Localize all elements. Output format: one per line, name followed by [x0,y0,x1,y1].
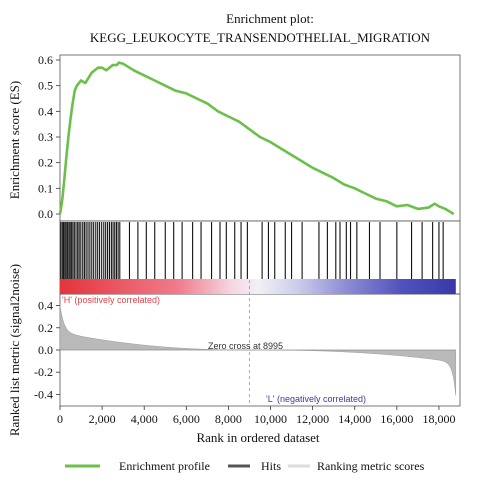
rank-y-tick-label: -0.2 [34,365,53,379]
x-tick-label: 2,000 [89,412,116,426]
ranking-metric-layer [59,280,457,406]
es-y-tick-label: 0.2 [38,156,53,170]
ranking-color-strip [60,279,456,294]
es-y-axis-ticks: 0.6 0.5 0.4 0.3 0.2 0.1 0.0 [38,53,60,221]
rank-y-axis-ticks: 0.4 0.2 0.0 -0.2 -0.4 [34,299,60,401]
l-correlated-label: 'L' (negatively correlated) [266,394,366,404]
rank-y-tick-label: 0.4 [38,299,53,313]
x-axis-ticks: 0 2,000 4,000 6,000 8,000 10,000 12,000 14,000 1… [57,406,455,426]
rank-y-tick-label: 0.0 [38,343,53,357]
es-y-tick-label: 0.6 [38,53,53,67]
es-y-tick-label: 0.1 [38,181,53,195]
x-tick-label: 14,000 [338,412,371,426]
es-y-tick-label: 0.0 [38,207,53,221]
hits-layer [60,222,444,279]
x-tick-label: 18,000 [422,412,455,426]
rank-y-axis-label: Ranked list metric (signal2noise) [7,264,22,436]
x-tick-label: 16,000 [380,412,413,426]
es-y-tick-label: 0.4 [38,104,53,118]
x-tick-label: 4,000 [131,412,158,426]
x-axis-label: Rank in ordered dataset [196,430,319,445]
es-y-tick-label: 0.5 [38,79,53,93]
ranking-color-bar [60,279,456,294]
chart-title-line2: KEGG_LEUKOCYTE_TRANSENDOTHELIAL_MIGRATIO… [90,30,431,45]
x-tick-label: 6,000 [173,412,200,426]
zero-cross-label: Zero cross at 8995 [208,341,283,351]
legend: Enrichment profile Hits Ranking metric s… [65,459,425,473]
rank-y-tick-label: 0.2 [38,321,53,335]
h-correlated-label: 'H' (positively correlated) [62,295,160,305]
rank-y-tick-label: -0.4 [34,387,53,401]
enrichment-profile-line [58,61,455,216]
legend-profile-label: Enrichment profile [119,459,210,473]
es-y-axis-label: Enrichment score (ES) [7,81,22,199]
x-tick-label: 10,000 [254,412,287,426]
legend-hits-label: Hits [261,459,281,473]
legend-metric-label: Ranking metric scores [317,459,425,473]
x-tick-label: 12,000 [296,412,329,426]
es-y-tick-label: 0.3 [38,130,53,144]
x-tick-label: 8,000 [215,412,242,426]
x-tick-label: 0 [57,412,63,426]
chart-title-line1: Enrichment plot: [226,11,314,26]
enrichment-profile-layer [58,61,455,216]
